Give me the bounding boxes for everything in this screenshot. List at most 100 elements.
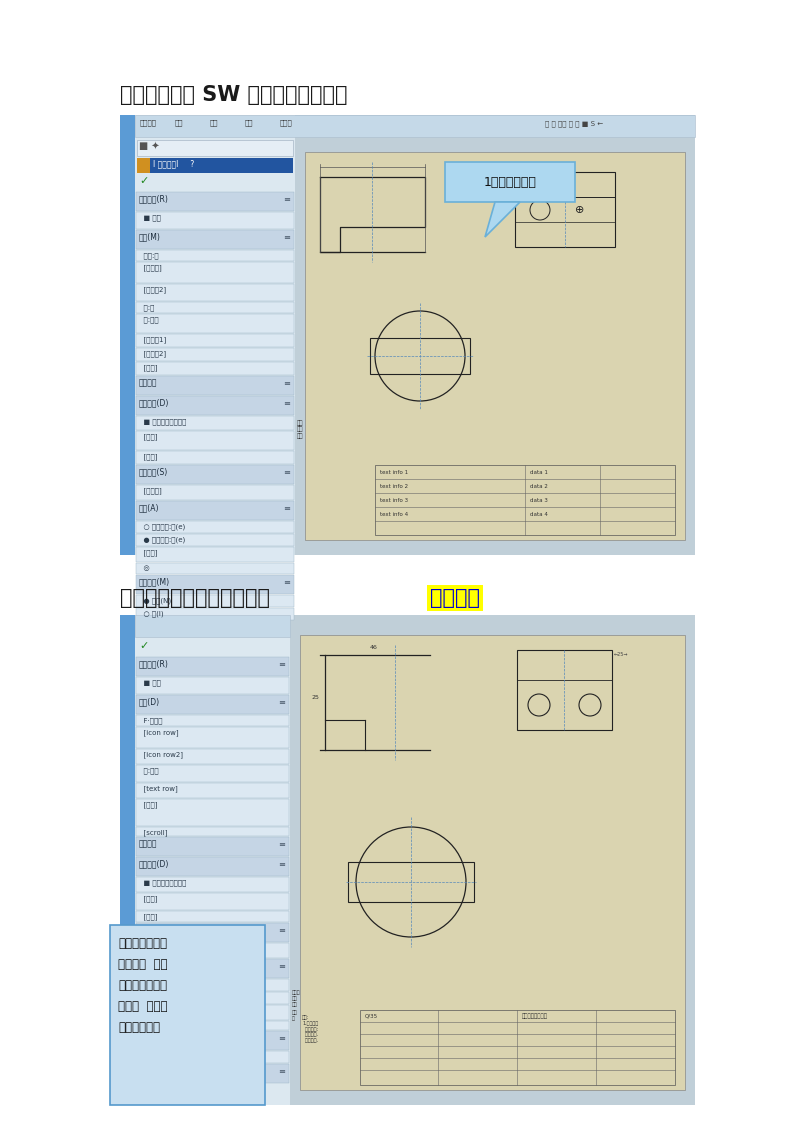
Bar (136, 695, 289, 714)
Text: ≡: ≡ (283, 504, 290, 513)
Text: 比例(A): 比例(A) (139, 503, 159, 512)
Text: text info 4: text info 4 (380, 512, 408, 517)
Bar (136, 534, 294, 546)
Bar (136, 911, 289, 922)
Text: 远超: 远超 (175, 119, 183, 126)
Text: ■ 各自定义不可否认: ■ 各自定义不可否认 (139, 419, 186, 424)
Text: ✓: ✓ (139, 176, 148, 186)
Text: ○ 更(I): ○ 更(I) (139, 610, 163, 617)
Bar (136, 485, 294, 500)
Text: [空白]: [空白] (139, 433, 158, 440)
Text: ≡: ≡ (283, 379, 290, 388)
Bar (136, 608, 294, 620)
Bar (136, 1021, 289, 1030)
Text: ≡: ≡ (283, 468, 290, 477)
Bar (120, 114, 695, 555)
Bar (136, 362, 294, 375)
Text: ■ 别人: ■ 别人 (139, 679, 161, 686)
Polygon shape (485, 202, 520, 237)
Bar (445, 162, 575, 202)
Text: ○ 自定义二次比(U): ○ 自定义二次比(U) (139, 994, 188, 1001)
Bar (360, 1010, 675, 1085)
Text: 说明:
1.制作比例
  一比例图:
  二样产所.
  三文产品.: 说明: 1.制作比例 一比例图: 二样产所. 三文产品. (302, 1015, 318, 1043)
Text: 尺寸类型(M): 尺寸类型(M) (139, 577, 170, 586)
Text: 46: 46 (370, 645, 378, 650)
Text: 显示方式(S): 显示方式(S) (139, 467, 168, 476)
Text: 以下可能: 以下可能 (140, 119, 157, 126)
Bar (136, 192, 294, 211)
Text: 显示贴点(D): 显示贴点(D) (139, 859, 170, 868)
Text: [scroll]: [scroll] (139, 829, 167, 836)
Text: 比例(A): 比例(A) (139, 962, 159, 971)
Text: 第二步，将自定义比例换成: 第二步，将自定义比例换成 (120, 588, 270, 608)
Bar (136, 416, 294, 430)
Text: data 3: data 3 (530, 498, 548, 503)
Text: 多产所: 多产所 (280, 119, 293, 126)
Text: 方向(D): 方向(D) (139, 697, 160, 706)
Text: 输入选项: 输入选项 (139, 378, 158, 387)
Text: ←25→: ←25→ (614, 652, 629, 657)
Bar (136, 1031, 289, 1050)
Text: ● 小可定义:图(e): ● 小可定义:图(e) (139, 536, 186, 543)
Bar (135, 615, 290, 637)
Text: [图标行]: [图标行] (139, 945, 162, 951)
Text: 名称:图: 名称:图 (139, 252, 159, 258)
Bar (290, 615, 695, 1105)
Text: [滑块]: [滑块] (139, 453, 158, 460)
Text: ○ 小王定义:图(e): ○ 小王定义:图(e) (139, 523, 186, 530)
Bar (120, 615, 695, 1105)
Bar (120, 114, 135, 555)
Bar (370, 338, 470, 374)
Bar (136, 893, 289, 910)
Text: 多:视图: 多:视图 (139, 316, 159, 323)
Text: [下拉]: [下拉] (139, 549, 158, 555)
Text: ≡: ≡ (278, 840, 285, 849)
Bar (348, 862, 474, 902)
Bar (136, 1064, 289, 1083)
Text: 显示贴点(D): 显示贴点(D) (139, 398, 170, 407)
Text: Q/35: Q/35 (365, 1013, 378, 1018)
Text: data 1: data 1 (530, 470, 548, 475)
Bar (136, 799, 289, 826)
Bar (295, 137, 695, 555)
Text: text info 1: text info 1 (380, 470, 408, 475)
Text: 参考配置(R): 参考配置(R) (139, 194, 169, 203)
Bar (136, 595, 294, 607)
Bar (136, 574, 294, 594)
Bar (136, 563, 294, 574)
Text: 图例
区: 图例 区 (292, 1010, 297, 1021)
Bar (136, 548, 294, 562)
Bar (135, 114, 695, 137)
Bar (515, 172, 615, 247)
Text: ● 示图(N): ● 示图(N) (139, 597, 171, 604)
Bar (137, 158, 150, 173)
Bar (137, 140, 293, 156)
Bar (300, 635, 685, 1089)
Text: data 4: data 4 (530, 512, 548, 517)
Text: ✓: ✓ (139, 641, 148, 651)
Bar (136, 727, 289, 748)
Bar (136, 396, 294, 415)
Text: 工厂: 工厂 (245, 119, 254, 126)
Text: I 性图纸图I     ?: I 性图纸图I ? (153, 159, 194, 168)
Bar (136, 314, 294, 333)
Text: ≡: ≡ (278, 1067, 285, 1076)
Text: 大小: 大小 (210, 119, 219, 126)
Bar (136, 715, 289, 726)
Text: [图标行]: [图标行] (139, 264, 162, 270)
Text: ≡: ≡ (278, 926, 285, 935)
Text: [空白]: [空白] (139, 895, 158, 902)
Text: ■: ■ (139, 1023, 150, 1029)
Text: 偏移选项: 偏移选项 (139, 839, 158, 848)
Bar (136, 250, 294, 261)
Text: 尺寸类型(M): 尺寸类型(M) (139, 1033, 170, 1042)
Text: [滑块]: [滑块] (139, 913, 158, 920)
Text: ≡: ≡ (283, 233, 290, 242)
Bar (136, 502, 294, 519)
Bar (137, 158, 293, 173)
Text: [复选]: [复选] (139, 801, 158, 808)
Text: ≡: ≡ (283, 195, 290, 204)
Text: 25: 25 (312, 695, 320, 700)
Text: ≡: ≡ (283, 399, 290, 408)
Bar (136, 230, 294, 249)
